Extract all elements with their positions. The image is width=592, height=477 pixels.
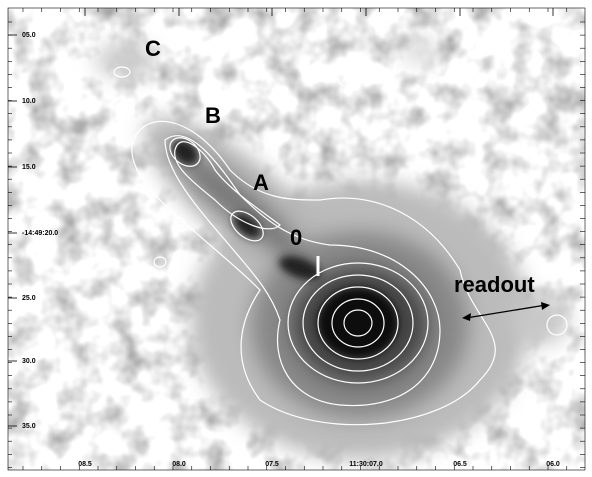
label: readout bbox=[454, 272, 535, 297]
x-tick-label: 11:30:07.0 bbox=[349, 461, 383, 468]
x-tick-label: 08.0 bbox=[172, 461, 186, 468]
label: C bbox=[145, 36, 161, 61]
y-tick-label: 30.0 bbox=[22, 358, 36, 365]
x-tick-label: 07.5 bbox=[265, 461, 279, 468]
contours bbox=[113, 66, 568, 426]
y-tick-label: 35.0 bbox=[22, 423, 36, 430]
label: A bbox=[253, 170, 269, 195]
image bbox=[8, 8, 585, 470]
label: 0 bbox=[290, 225, 302, 250]
y-tick-label: 05.0 bbox=[22, 32, 36, 39]
label: B bbox=[205, 103, 221, 128]
y-tick-label: 15.0 bbox=[22, 164, 36, 171]
readout-arrow bbox=[465, 304, 547, 319]
y-tick-label: 10.0 bbox=[22, 98, 36, 105]
y-tick-label: -14:49:20.0 bbox=[22, 230, 58, 237]
frame bbox=[7, 7, 586, 471]
x-tick-label: 08.5 bbox=[78, 461, 92, 468]
x-tick-label: 06.5 bbox=[453, 461, 467, 468]
y-tick-label: 25.0 bbox=[22, 295, 36, 302]
x-tick-label: 06.0 bbox=[546, 461, 560, 468]
